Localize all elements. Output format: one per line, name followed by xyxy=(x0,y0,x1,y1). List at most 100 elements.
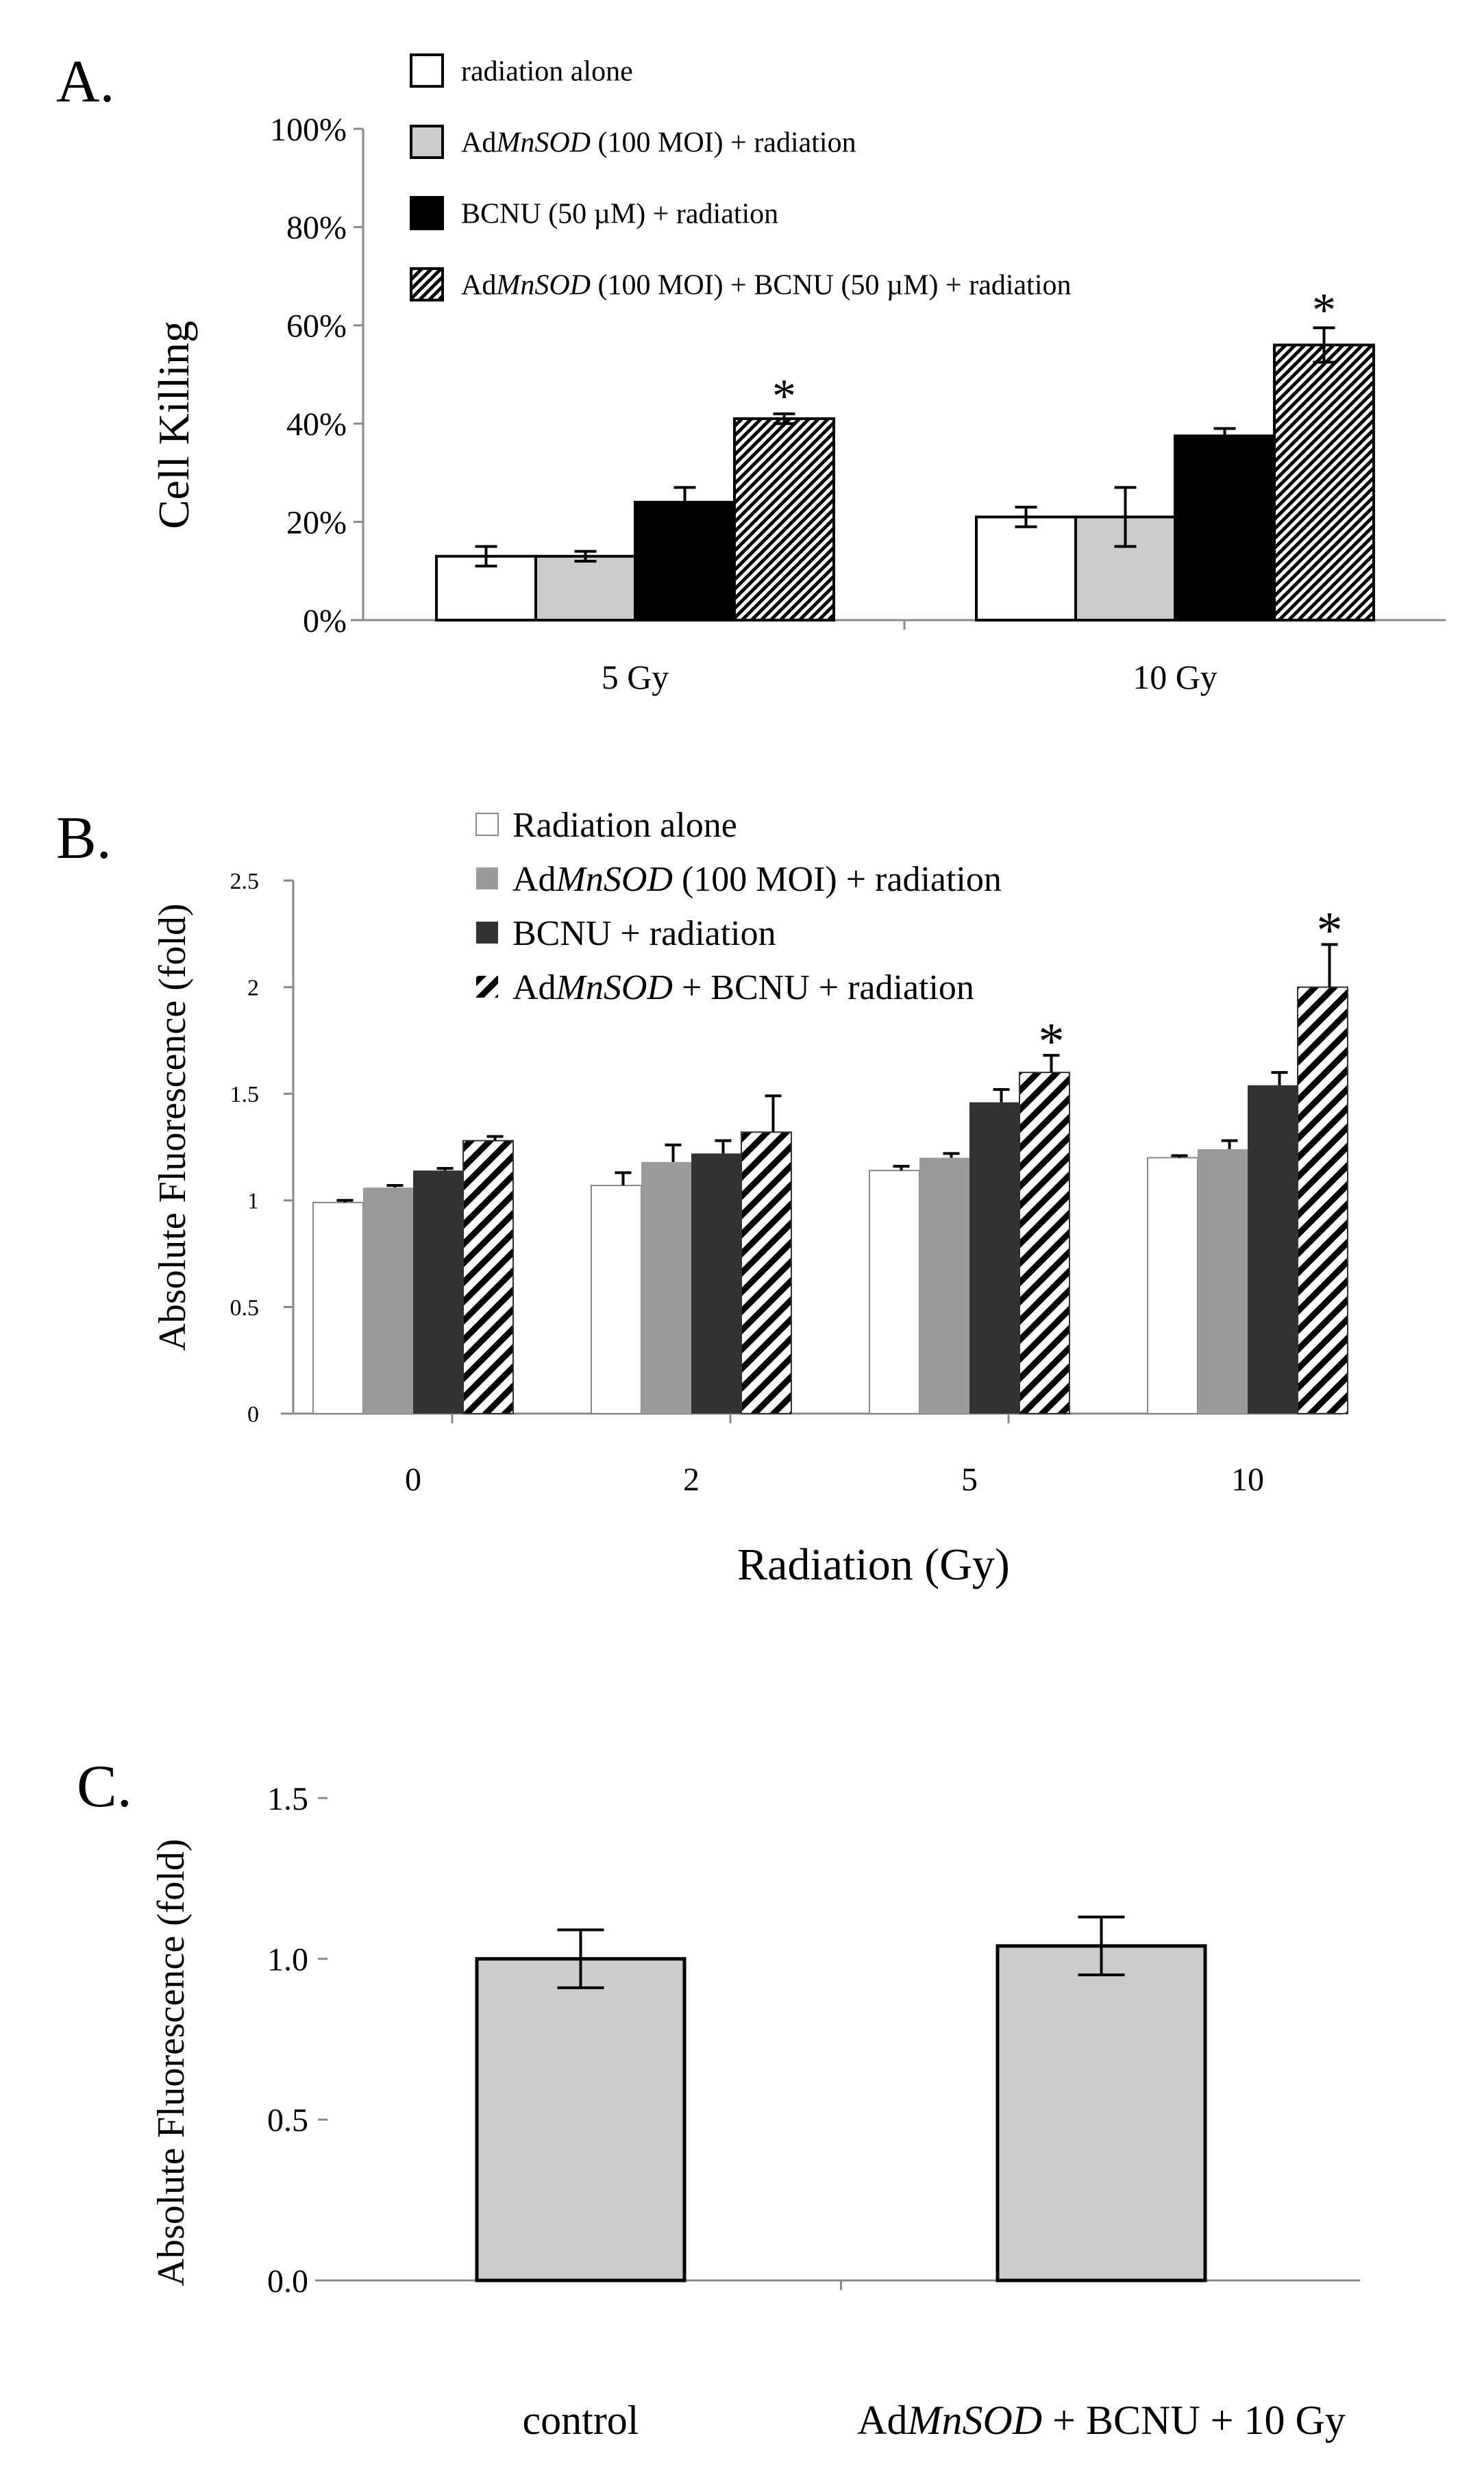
legend-label-part: Radiation alone xyxy=(512,806,737,845)
error-bar xyxy=(436,1167,454,1171)
error-bar xyxy=(1078,1915,1125,1977)
bar xyxy=(591,1185,642,1414)
bar xyxy=(1297,986,1348,1414)
panel-c-x-tick-labels: control AdMnSOD + BCNU + 10 Gy xyxy=(523,2398,1346,2443)
legend-label: radiation alone xyxy=(461,56,633,88)
bar xyxy=(741,1131,792,1414)
bar xyxy=(1273,343,1375,622)
panel-a-letter: A. xyxy=(56,49,115,115)
error-bar xyxy=(665,1143,682,1162)
y-tick-label: 1.5 xyxy=(267,1781,308,1817)
bar xyxy=(691,1153,741,1414)
y-tick-label: 100% xyxy=(270,112,347,148)
error-bar xyxy=(1221,1139,1238,1150)
bar xyxy=(995,1944,1207,2282)
error-bar xyxy=(1015,506,1037,528)
panel-a-bars: ** xyxy=(435,284,1375,622)
significance-star: * xyxy=(772,370,796,423)
legend-swatch xyxy=(476,976,498,998)
error-bar xyxy=(893,1165,910,1171)
bar xyxy=(733,417,835,622)
legend-label-part: Ad xyxy=(512,968,556,1007)
y-tick-label: 40% xyxy=(286,406,347,443)
bar xyxy=(1019,1072,1070,1414)
panel-a-y-axis: 0% 20% 40% 60% 80% 100% xyxy=(270,112,1446,639)
legend-label-part: MnSOD xyxy=(495,270,591,301)
legend-swatch xyxy=(476,922,498,944)
legend-label: AdMnSOD (100 MOI) + BCNU (50 µM) + radia… xyxy=(461,270,1072,301)
bar xyxy=(1147,1157,1198,1415)
legend-label-part: radiation alone xyxy=(461,56,633,88)
legend-label-part: Ad xyxy=(461,270,496,301)
legend-label-part: MnSOD xyxy=(556,860,673,899)
error-bar xyxy=(673,486,696,519)
x-category-label: 5 xyxy=(961,1462,978,1498)
error-bar xyxy=(1171,1154,1188,1158)
bar xyxy=(919,1157,969,1414)
panel-b-bars: ** xyxy=(312,902,1348,1415)
panel-b-chart: B. Absolute Fluorescence (fold) Radiatio… xyxy=(56,805,1348,1590)
legend-swatch xyxy=(410,125,444,159)
y-tick-label: 0.5 xyxy=(267,2102,308,2139)
y-tick-label: 80% xyxy=(286,210,347,246)
bar xyxy=(363,1187,413,1414)
bar xyxy=(462,1140,514,1414)
bar xyxy=(1174,434,1276,622)
significance-star: * xyxy=(1312,284,1336,336)
y-tick-label: 2 xyxy=(247,976,259,1001)
error-bar xyxy=(1313,326,1335,364)
bar xyxy=(969,1102,1019,1414)
bar xyxy=(641,1161,691,1414)
x-category-label: 10 xyxy=(1231,1462,1264,1498)
legend-swatch xyxy=(410,53,444,88)
bar xyxy=(475,1957,687,2282)
bar xyxy=(312,1201,364,1414)
error-bar xyxy=(386,1184,404,1188)
x-category-label: 10 Gy xyxy=(1133,658,1217,696)
x-category-label: 0 xyxy=(405,1462,421,1498)
x-category-label-part: + BCNU + 10 Gy xyxy=(1042,2398,1346,2443)
legend-swatch xyxy=(410,267,444,301)
bar xyxy=(869,1170,920,1415)
legend-swatch xyxy=(476,867,498,889)
panel-a-y-axis-label: Cell Killing xyxy=(149,321,198,529)
legend-label-part: Ad xyxy=(512,860,556,899)
y-tick-label: 0 xyxy=(247,1402,259,1427)
error-bar xyxy=(336,1198,354,1203)
y-tick-label: 20% xyxy=(286,504,347,541)
significance-star: * xyxy=(1039,1013,1065,1070)
bar xyxy=(1198,1149,1248,1414)
legend-label-part: BCNU (50 µM) + radiation xyxy=(461,199,778,230)
y-tick-label: 2.5 xyxy=(230,869,260,894)
legend-label: BCNU (50 µM) + radiation xyxy=(461,199,778,230)
x-category-label: control xyxy=(523,2398,639,2443)
legend-label-part: + BCNU + radiation xyxy=(673,968,974,1007)
error-bar xyxy=(557,1928,604,1989)
bar xyxy=(534,554,636,622)
panel-c-chart: C. Absolute Fluorescence (fold) 0.0 0.5 1.… xyxy=(77,1753,1360,2443)
legend-swatch xyxy=(410,196,444,230)
y-tick-label: 1.5 xyxy=(230,1082,260,1107)
legend-label: AdMnSOD + BCNU + radiation xyxy=(512,968,974,1007)
error-bar xyxy=(574,550,597,563)
legend-label-part: (100 MOI) + BCNU (50 µM) + radiation xyxy=(591,270,1072,301)
y-tick-label: 1 xyxy=(247,1189,259,1214)
panel-b-y-axis-label: Absolute Fluorescence (fold) xyxy=(151,903,194,1351)
legend-label-part: BCNU + radiation xyxy=(512,914,776,953)
panel-c-letter: C. xyxy=(77,1753,132,1820)
x-category-label: 2 xyxy=(683,1462,700,1498)
x-category-label-part: MnSOD xyxy=(906,2398,1042,2443)
error-bar xyxy=(1114,486,1137,548)
legend-label: BCNU + radiation xyxy=(512,914,776,953)
y-tick-label: 0.0 xyxy=(267,2263,308,2300)
x-category-label-part: Ad xyxy=(857,2398,907,2443)
y-tick-label: 60% xyxy=(286,308,347,345)
panel-a-chart: A. Cell Killing 0%20%40%60%80%100% ** 5 … xyxy=(56,49,1446,696)
panel-b-x-axis-label: Radiation (Gy) xyxy=(737,1540,1010,1590)
error-bar xyxy=(1321,943,1338,987)
error-bar xyxy=(1271,1071,1288,1085)
x-category-label: AdMnSOD + BCNU + 10 Gy xyxy=(857,2398,1346,2443)
